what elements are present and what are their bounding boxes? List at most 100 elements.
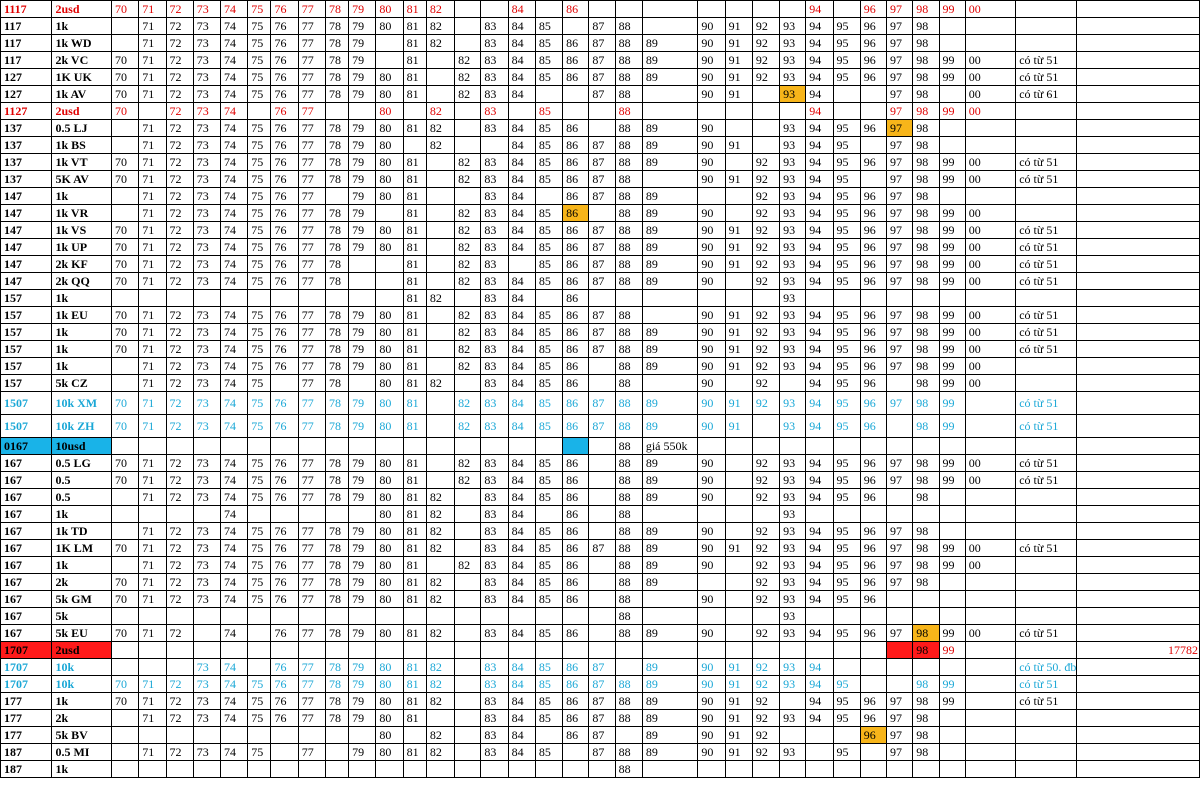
- number-cell: 82: [425, 136, 456, 154]
- number-cell: 80: [375, 68, 404, 86]
- number-cell: [938, 505, 966, 523]
- number-cell: [751, 136, 781, 154]
- number-cell: [751, 119, 781, 137]
- number-cell: 92: [751, 454, 781, 472]
- number-cell: [165, 641, 194, 659]
- number-cell: 00: [964, 306, 1017, 324]
- number-cell: 85: [534, 454, 564, 472]
- number-cell: 88: [614, 374, 643, 392]
- number-cell: 81: [402, 471, 427, 489]
- number-cell: 73: [192, 391, 222, 415]
- number-cell: [454, 187, 482, 205]
- number-cell: 98: [912, 675, 940, 693]
- number-cell: [165, 505, 194, 523]
- number-cell: 92: [751, 709, 781, 727]
- number-cell: 93: [779, 743, 807, 761]
- number-cell: 82: [454, 255, 482, 273]
- number-cell: 87: [588, 136, 616, 154]
- denomination-cell: 1k: [51, 323, 112, 341]
- number-cell: 00: [964, 471, 1017, 489]
- number-cell: 72: [165, 675, 194, 693]
- number-cell: 99: [938, 454, 966, 472]
- number-cell: 99: [938, 221, 966, 239]
- sheet-row: 157 1k 70 71 72 73 74 75 76 77 78 79 80 81 82 83 84 85 86 8…: [0, 340, 1200, 358]
- number-cell: 85: [534, 170, 564, 188]
- number-cell: [779, 692, 807, 710]
- number-cell: 74: [219, 119, 249, 137]
- number-cell: 75: [247, 590, 272, 608]
- number-cell: 87: [588, 414, 616, 438]
- number-cell: [402, 641, 427, 659]
- sheet-row: 157 1k 70 71 72 73 74 75 76 77 78 79 80 81 82 83 84 85 86 8…: [0, 323, 1200, 341]
- number-cell: 72: [165, 340, 194, 358]
- note-cell: [1075, 187, 1200, 205]
- note-cell: [1075, 85, 1200, 103]
- number-cell: 77: [297, 539, 326, 557]
- number-cell: 75: [247, 522, 272, 540]
- number-cell: [938, 522, 966, 540]
- sheet-row: 167 5k 88 93: [0, 607, 1200, 625]
- number-cell: 72: [165, 51, 194, 69]
- number-cell: 78: [324, 51, 350, 69]
- number-cell: [886, 760, 914, 778]
- number-cell: 92: [751, 573, 781, 591]
- number-cell: 97: [886, 153, 914, 171]
- number-cell: 73: [192, 414, 222, 438]
- number-cell: [832, 726, 861, 744]
- number-cell: 77: [297, 170, 326, 188]
- number-cell: 00: [964, 340, 1017, 358]
- number-cell: [912, 437, 940, 455]
- number-cell: 79: [348, 136, 377, 154]
- prefix-cell: 137: [0, 136, 53, 154]
- number-cell: 97: [886, 743, 914, 761]
- number-cell: 95: [832, 136, 861, 154]
- number-cell: 90: [697, 709, 726, 727]
- number-cell: 94: [805, 238, 834, 256]
- number-cell: 82: [425, 17, 456, 35]
- number-cell: 80: [375, 556, 404, 574]
- number-cell: 98: [912, 340, 940, 358]
- number-cell: 81: [402, 153, 427, 171]
- note-cell: có từ 51: [1015, 306, 1077, 324]
- number-cell: [454, 743, 482, 761]
- number-cell: 88: [614, 607, 643, 625]
- number-cell: [297, 641, 326, 659]
- number-cell: 92: [751, 272, 781, 290]
- note-cell: có từ 51: [1015, 692, 1077, 710]
- number-cell: 82: [454, 221, 482, 239]
- number-cell: 71: [138, 590, 167, 608]
- number-cell: [614, 658, 643, 676]
- number-cell: 75: [247, 153, 272, 171]
- number-cell: 70: [110, 85, 140, 103]
- number-cell: 80: [375, 136, 404, 154]
- number-cell: 72: [165, 323, 194, 341]
- note-cell: có từ 51: [1015, 323, 1077, 341]
- number-cell: 77: [297, 221, 326, 239]
- number-cell: 75: [247, 323, 272, 341]
- number-cell: [454, 0, 482, 18]
- number-cell: [751, 0, 781, 18]
- number-cell: 97: [886, 136, 914, 154]
- number-cell: 84: [507, 539, 536, 557]
- note-cell: [1075, 607, 1200, 625]
- number-cell: [697, 505, 726, 523]
- number-cell: 90: [697, 743, 726, 761]
- number-cell: 82: [454, 238, 482, 256]
- number-cell: 93: [779, 522, 807, 540]
- number-cell: 87: [588, 68, 616, 86]
- number-cell: 81: [402, 539, 427, 557]
- number-cell: 95: [832, 357, 861, 375]
- denomination-cell: 1k AV: [51, 85, 112, 103]
- number-cell: 96: [859, 238, 888, 256]
- number-cell: 96: [859, 68, 888, 86]
- number-cell: 78: [324, 573, 350, 591]
- number-cell: [192, 760, 222, 778]
- denomination-cell: 1k: [51, 760, 112, 778]
- number-cell: [779, 102, 807, 120]
- number-cell: 93: [779, 675, 807, 693]
- number-cell: [859, 85, 888, 103]
- number-cell: [110, 374, 140, 392]
- number-cell: 81: [402, 0, 427, 18]
- number-cell: [110, 726, 140, 744]
- number-cell: [964, 743, 1017, 761]
